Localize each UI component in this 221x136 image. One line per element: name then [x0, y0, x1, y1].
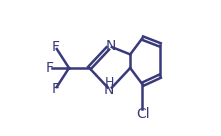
Text: N: N — [104, 83, 114, 97]
Text: Cl: Cl — [136, 107, 150, 120]
Text: N: N — [105, 39, 116, 53]
Text: F: F — [46, 61, 54, 75]
Text: H: H — [105, 76, 114, 89]
Text: F: F — [51, 82, 59, 96]
Text: F: F — [51, 40, 59, 54]
